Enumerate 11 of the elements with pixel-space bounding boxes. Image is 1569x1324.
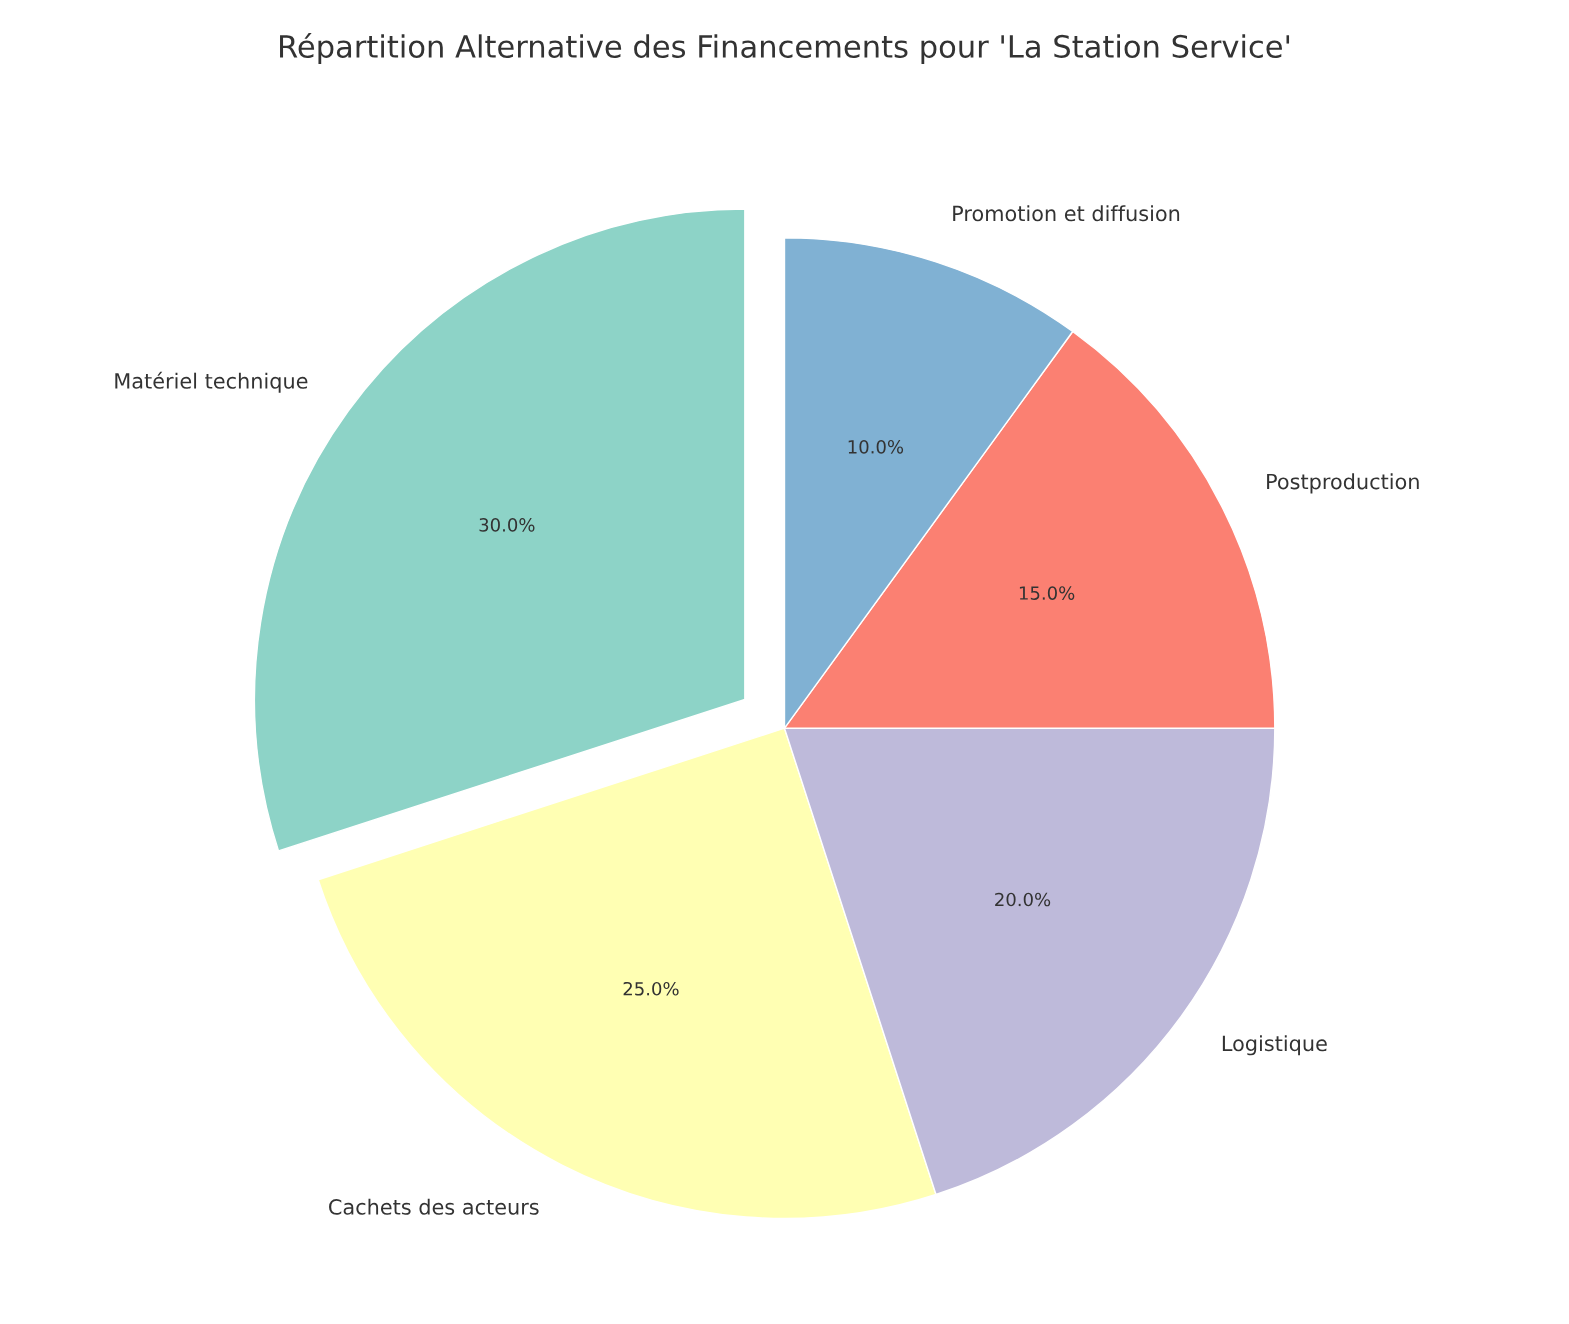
chart-title: Répartition Alternative des Financements pour 'La Station Service' [280, 33, 1290, 64]
data-label: 20.0% [995, 892, 1051, 907]
data-label: 30.0% [479, 518, 535, 532]
data-label: 25.0% [623, 981, 679, 996]
slice-label: Cachets des acteurs [329, 1198, 539, 1215]
data-label: 10.0% [848, 439, 904, 454]
slice-label: Matériel technique [115, 371, 308, 393]
slice-label: Postproduction [1267, 473, 1419, 494]
slice-label: Logistique [1222, 1035, 1327, 1056]
slice-label: Promotion et diffusion [953, 205, 1180, 222]
data-label: 15.0% [1019, 586, 1075, 600]
